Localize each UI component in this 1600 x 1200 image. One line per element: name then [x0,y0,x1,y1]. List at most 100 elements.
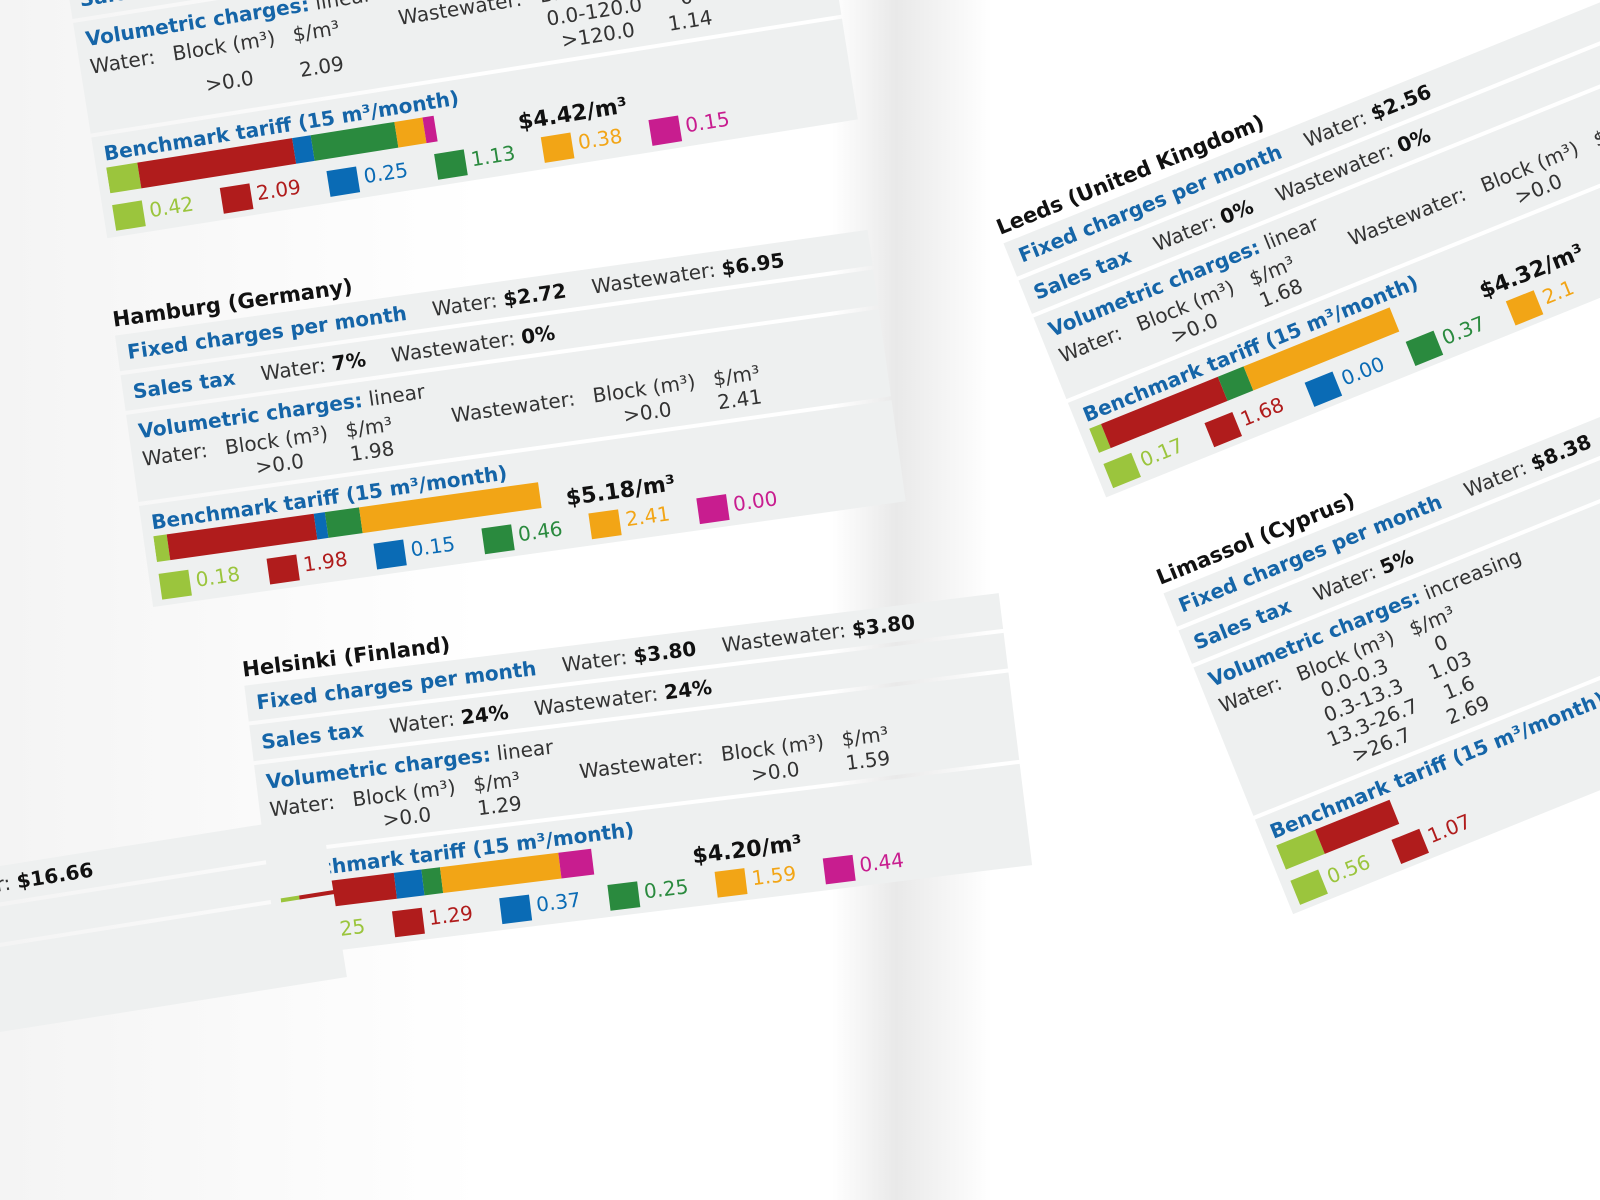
bar-segment [1315,799,1400,854]
benchmark-head: Benchmark tariff (15 m³/month) $5.18/m³ [150,408,891,569]
benchmark-row: Benchmark tariff (15 m³/month) $4.42/m³ 0.… [91,18,858,238]
bar-segment [153,534,171,563]
legend-item: 0.15 [373,531,457,569]
city-card: Leeds (United Kingdom) Fixed charges per … [990,0,1600,501]
legend-swatch [695,493,730,524]
block-rate: 2.09 [297,51,346,82]
bar-segment [1100,376,1228,449]
water-label: Water: [388,706,457,739]
legend-swatch [373,539,407,569]
benchmark-bar [1276,799,1400,870]
bar-segment [558,848,595,879]
bar-segment [292,135,315,164]
water-entry: Water: 24% [388,700,510,738]
value-label: 2.09 [254,174,303,206]
value-label: 0.25 [642,874,690,904]
benchmark-row: Benchmark tariff (15 m³/month)$2.54/m³0.… [1254,534,1600,914]
benchmark-bar [153,482,542,563]
value-label: 0.15 [409,531,457,562]
legend-item: 0.44 [822,848,905,884]
water-value: $2.72 [501,278,568,312]
city-card: Hamburg (Germany) Fixed charges per month… [110,194,906,610]
benchmark-row: Benchmark tariff (15 m³/month) $4.32/m³ 0.… [1067,118,1600,497]
value-label: 0.15 [683,106,732,138]
legend-swatch [112,199,146,231]
volumetric-type: linear [495,734,555,766]
bar-segment [422,115,438,144]
rate-header: $/m³ [1589,111,1600,152]
bar-segment [1243,307,1400,391]
wastewater-label: Wastewater: [532,681,660,721]
legend-swatch [326,165,361,197]
bar-segment [324,507,363,538]
water-label: Water: [560,644,629,677]
benchmark-col: Benchmark tariff (15 m³/month) [1266,672,1600,877]
benchmark-head: Benchmark tariff (15 m³/month)$2.54/m³ [1266,544,1600,876]
bar-segment [1217,366,1254,401]
value-label: 2.41 [624,501,672,532]
city-card: Limassol (Cyprus) Fixed charges per month… [1150,275,1600,917]
city-card: Fixed charges per monthWastewater: $16.6… [0,811,348,1100]
legend-swatch [540,132,575,163]
water-value: 5% [1376,544,1417,580]
bar-segment [439,852,562,894]
legend-swatch [822,854,856,884]
legend-item: 1.59 [714,861,798,898]
legend-swatch [219,182,253,214]
bar-segment [1089,424,1111,453]
value-label: 0.38 [576,123,625,155]
wastewater-value: $6.95 [719,247,786,281]
value-label: 0.18 [194,561,242,592]
bar-segment [1276,829,1325,870]
legend-swatch [1290,869,1328,905]
value-label: 0.37 [534,887,582,917]
value-label: 1.29 [427,900,475,930]
benchmark-row: Benchmark tariff (15 m³/month) $5.18/m³ 0.… [138,400,906,607]
value-label: 1.13 [469,140,517,172]
legend-item: 0.18 [158,561,242,600]
block-rate: 2.41 [716,384,764,415]
water-entry: Water: 7% [259,347,367,385]
bar-segment [359,482,542,534]
legend-swatch [433,148,468,180]
legend-item: 2.41 [588,501,672,539]
wastewater-label: Wastewater: [389,326,517,368]
wastewater-value: 24% [662,674,714,705]
bar-segment [166,513,318,561]
legend-item: 1.98 [265,546,350,585]
value-label: 0.46 [516,516,564,547]
wastewater-value: 0% [519,320,557,350]
wastewater-value: $3.80 [850,609,917,642]
legend-item: 0.00 [695,486,779,524]
city-card: Fixed charges per monthSales taxVolumetr… [60,0,858,242]
bar-segment [137,138,297,189]
block-rate: 1.59 [844,745,892,775]
water-label: Water: [430,288,499,322]
legend-swatch [1505,289,1544,326]
legend-swatch [648,115,682,146]
bar-segment [106,162,142,194]
value-label: 1.98 [301,546,350,577]
legend-item: 1.29 [391,901,474,937]
legend-swatch [1405,330,1443,366]
legend-swatch [606,880,640,911]
benchmark-col: Benchmark tariff (15 m³/month) [150,455,554,569]
legend-swatch [1103,452,1141,488]
legend-swatch [158,569,192,600]
wastewater-label: Wastewater: [590,257,717,299]
block-rate: 1.98 [348,436,396,466]
legend-swatch [714,867,748,898]
legend-swatch [265,554,300,585]
value-label: 0.00 [731,486,779,517]
benchmark-head: Benchmark tariff (15 m³/month) $4.42/m³ [102,26,842,200]
bar-segment [421,867,444,896]
water-label: Water: [259,352,328,386]
legend-swatch [480,523,515,554]
legend-swatch [1304,370,1343,407]
bar-segment [313,512,329,540]
bar-segment [393,869,425,899]
legend-swatch [391,907,425,937]
value-label: 0.44 [858,847,906,878]
water-value: 24% [459,699,510,730]
